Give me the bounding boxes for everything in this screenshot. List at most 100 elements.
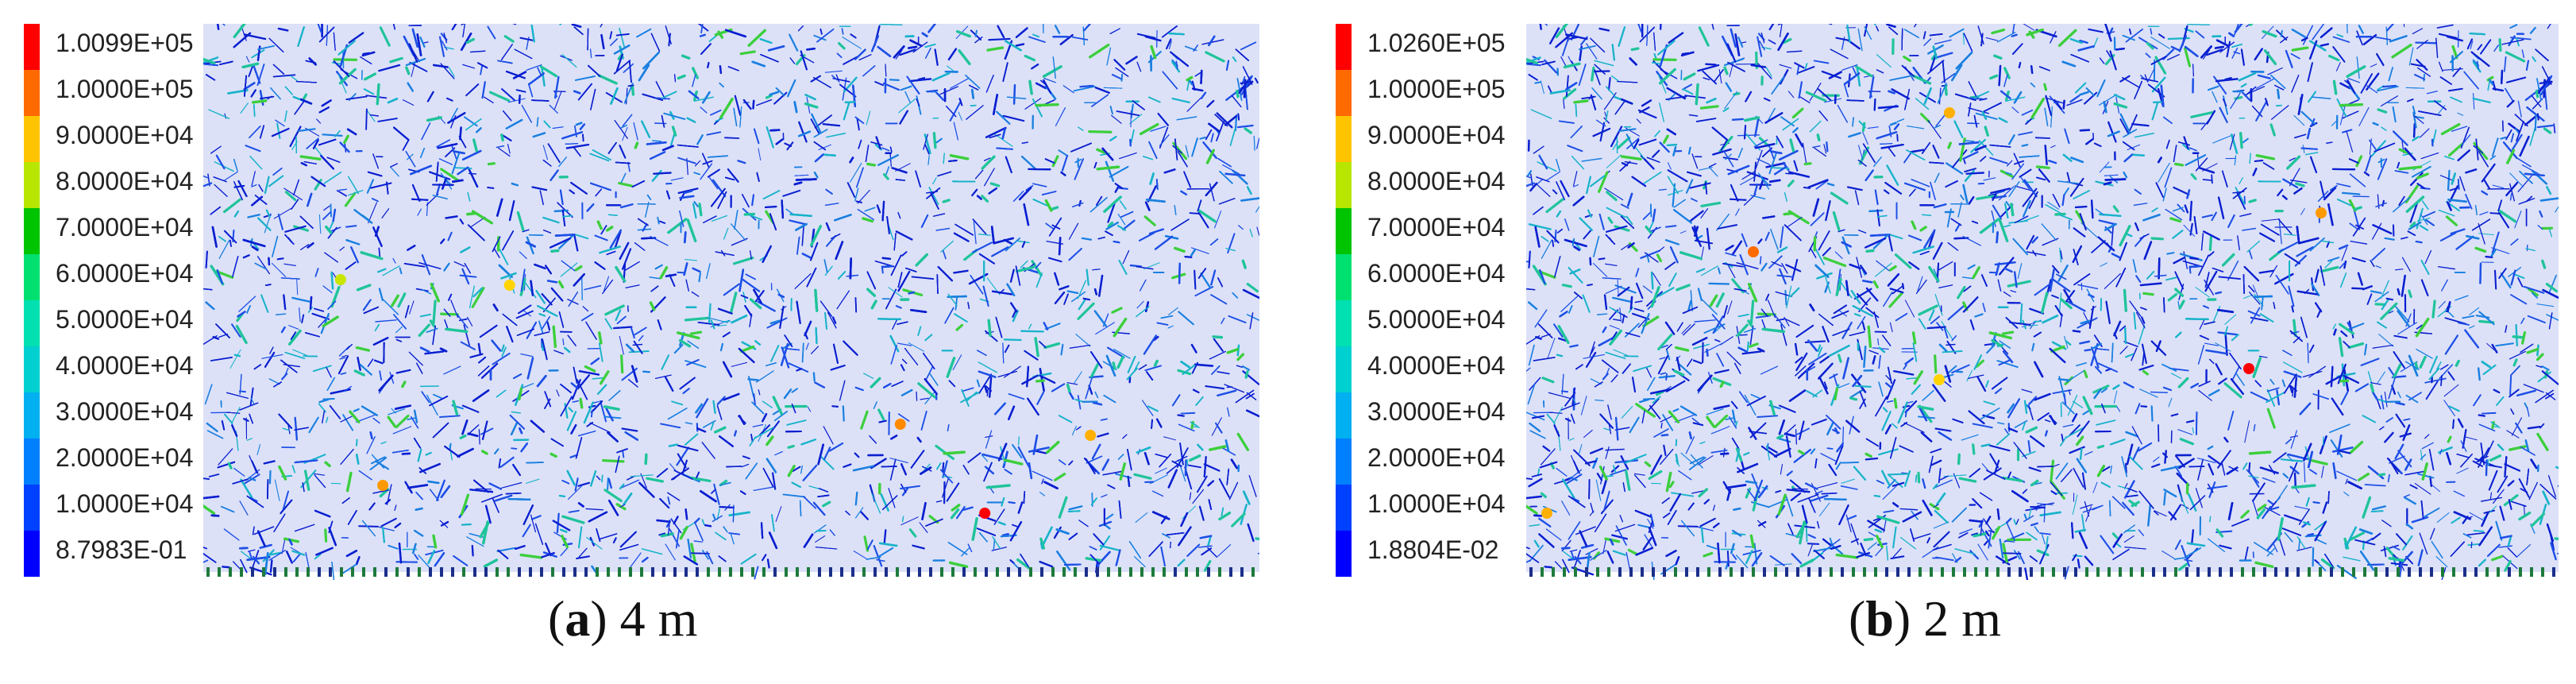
legend-label: 9.0000E+04 bbox=[1367, 121, 1506, 149]
legend-swatch bbox=[24, 485, 40, 531]
legend-label: 8.0000E+04 bbox=[1367, 167, 1506, 195]
legend-label: 5.0000E+04 bbox=[56, 305, 194, 334]
legend-label: 2.0000E+04 bbox=[56, 443, 194, 472]
high-force-contact bbox=[503, 280, 515, 291]
high-force-contact bbox=[1748, 246, 1759, 257]
contour-legend-b: 1.0260E+05 1.0000E+05 9.0000E+04 8.0000E… bbox=[1336, 24, 1542, 577]
legend-label: 9.0000E+04 bbox=[56, 121, 194, 149]
legend-swatch bbox=[1336, 24, 1352, 70]
legend-label: 2.0000E+04 bbox=[1367, 443, 1506, 472]
high-force-contact bbox=[894, 419, 906, 430]
legend-swatch bbox=[24, 392, 40, 439]
legend-swatch bbox=[1336, 162, 1352, 208]
legend-label: 8.7983E-01 bbox=[56, 535, 187, 564]
legend-swatch bbox=[24, 346, 40, 392]
legend-label: 1.8804E-02 bbox=[1367, 535, 1499, 564]
legend-row: 5.0000E+04 bbox=[1336, 300, 1542, 346]
legend-label: 1.0000E+04 bbox=[56, 489, 194, 518]
legend-swatch bbox=[24, 70, 40, 116]
legend-swatch bbox=[1336, 254, 1352, 300]
force-chain-lines bbox=[203, 24, 1259, 580]
contact-force-network-a bbox=[203, 24, 1259, 580]
legend-swatch bbox=[1336, 485, 1352, 531]
legend-row: 5.0000E+04 bbox=[24, 300, 230, 346]
bottom-boundary bbox=[1529, 567, 2555, 577]
legend-swatch bbox=[1336, 208, 1352, 254]
legend-label: 5.0000E+04 bbox=[1367, 305, 1506, 334]
high-force-contact bbox=[1541, 508, 1552, 519]
legend-row: 8.0000E+04 bbox=[24, 162, 230, 208]
panel-a: 1.0099E+05 1.0000E+05 9.0000E+04 8.0000E… bbox=[24, 24, 1259, 647]
legend-label: 1.0260E+05 bbox=[1367, 29, 1506, 57]
legend-row: 9.0000E+04 bbox=[24, 116, 230, 162]
legend-swatch bbox=[24, 24, 40, 70]
legend-label: 4.0000E+04 bbox=[56, 351, 194, 380]
legend-swatch bbox=[1336, 300, 1352, 346]
caption-letter: a bbox=[565, 590, 591, 647]
high-force-contact bbox=[334, 274, 346, 285]
legend-swatch bbox=[1336, 70, 1352, 116]
legend-row: 4.0000E+04 bbox=[24, 346, 230, 392]
force-chain-field bbox=[203, 24, 1259, 580]
caption-text: 2 m bbox=[1923, 590, 2001, 647]
legend-swatch bbox=[24, 439, 40, 485]
high-force-contact bbox=[2316, 207, 2327, 218]
legend-label: 6.0000E+04 bbox=[1367, 259, 1506, 288]
legend-label: 3.0000E+04 bbox=[56, 397, 194, 426]
legend-label: 1.0099E+05 bbox=[56, 29, 194, 57]
field-background bbox=[203, 24, 1259, 572]
legend-row: 7.0000E+04 bbox=[1336, 208, 1542, 254]
legend-row: 7.0000E+04 bbox=[24, 208, 230, 254]
legend-label: 4.0000E+04 bbox=[1367, 351, 1506, 380]
caption-letter: b bbox=[1865, 590, 1894, 647]
legend-label: 7.0000E+04 bbox=[56, 213, 194, 242]
legend-label: 1.0000E+05 bbox=[56, 75, 194, 103]
high-force-contact bbox=[1944, 107, 1955, 118]
high-force-contact bbox=[2243, 363, 2254, 374]
legend-swatch bbox=[24, 254, 40, 300]
high-force-contact bbox=[1085, 430, 1097, 441]
legend-row: 4.0000E+04 bbox=[1336, 346, 1542, 392]
legend-row: 1.8804E-02 bbox=[1336, 531, 1542, 577]
legend-swatch bbox=[24, 162, 40, 208]
caption-text: 4 m bbox=[619, 590, 698, 647]
caption-b: (b) 2 m bbox=[1849, 590, 2001, 647]
field-background bbox=[1526, 24, 2559, 572]
legend-swatch bbox=[24, 208, 40, 254]
force-chain-lines bbox=[1526, 24, 2559, 580]
legend-row: 1.0000E+04 bbox=[1336, 485, 1542, 531]
bottom-boundary bbox=[206, 567, 1255, 577]
legend-row: 1.0260E+05 bbox=[1336, 24, 1542, 70]
legend-row: 1.0000E+05 bbox=[24, 70, 230, 116]
legend-swatch bbox=[24, 300, 40, 346]
legend-row: 1.0000E+04 bbox=[24, 485, 230, 531]
legend-swatch bbox=[1336, 439, 1352, 485]
legend-row: 3.0000E+04 bbox=[24, 392, 230, 439]
legend-label: 8.0000E+04 bbox=[56, 167, 194, 195]
legend-label: 6.0000E+04 bbox=[56, 259, 194, 288]
legend-row: 2.0000E+04 bbox=[24, 439, 230, 485]
legend-row: 1.0000E+05 bbox=[1336, 70, 1542, 116]
legend-label: 7.0000E+04 bbox=[1367, 213, 1506, 242]
contour-legend-a: 1.0099E+05 1.0000E+05 9.0000E+04 8.0000E… bbox=[24, 24, 230, 577]
legend-row: 3.0000E+04 bbox=[1336, 392, 1542, 439]
force-chain-field bbox=[1526, 24, 2559, 580]
high-force-contact bbox=[1934, 374, 1945, 385]
legend-row: 9.0000E+04 bbox=[1336, 116, 1542, 162]
legend-row: 2.0000E+04 bbox=[1336, 439, 1542, 485]
legend-label: 3.0000E+04 bbox=[1367, 397, 1506, 426]
panel-b: 1.0260E+05 1.0000E+05 9.0000E+04 8.0000E… bbox=[1288, 0, 2576, 684]
legend-swatch bbox=[1336, 531, 1352, 577]
legend-row: 6.0000E+04 bbox=[24, 254, 230, 300]
legend-row: 6.0000E+04 bbox=[1336, 254, 1542, 300]
contact-force-network-b bbox=[1526, 24, 2559, 580]
caption-a: (a) 4 m bbox=[548, 590, 698, 647]
high-force-contact bbox=[377, 480, 389, 491]
legend-row: 8.7983E-01 bbox=[24, 531, 230, 577]
legend-swatch bbox=[24, 116, 40, 162]
legend-swatch bbox=[1336, 392, 1352, 439]
legend-swatch bbox=[1336, 116, 1352, 162]
legend-label: 1.0000E+05 bbox=[1367, 75, 1506, 103]
legend-swatch bbox=[24, 531, 40, 577]
legend-row: 8.0000E+04 bbox=[1336, 162, 1542, 208]
